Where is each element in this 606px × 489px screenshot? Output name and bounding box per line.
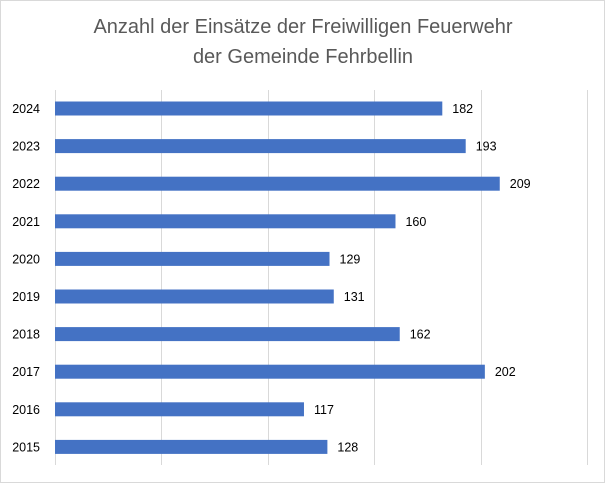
- chart-title-line-2: der Gemeinde Fehrbellin: [193, 46, 413, 68]
- tick-label-2018: 2018: [12, 328, 40, 342]
- tick-label-2022: 2022: [12, 177, 40, 191]
- data-label-2022: 209: [510, 177, 531, 191]
- bar-2018: [55, 327, 400, 342]
- data-label-2018: 162: [410, 328, 431, 342]
- tick-label-2016: 2016: [12, 403, 40, 417]
- data-label-2021: 160: [405, 215, 426, 229]
- chart-title-line-1: Anzahl der Einsätze der Freiwilligen Feu…: [93, 16, 512, 38]
- data-label-2023: 193: [476, 140, 497, 154]
- data-label-2016: 117: [314, 403, 334, 417]
- tick-label-2024: 2024: [12, 102, 40, 116]
- data-label-2019: 131: [344, 290, 365, 304]
- data-labels: 182 193 209 160 129 131 162 202 117 128: [314, 102, 531, 454]
- bar-2022: [55, 176, 500, 191]
- bar-2024: [55, 101, 443, 116]
- data-label-2015: 128: [337, 440, 358, 454]
- tick-label-2019: 2019: [12, 290, 40, 304]
- data-label-2020: 129: [340, 252, 361, 266]
- data-label-2024: 182: [452, 102, 473, 116]
- category-tick-labels: 2024 2023 2022 2021 2020 2019 2018 2017 2016 2015: [12, 102, 40, 454]
- bar-2015: [55, 439, 328, 454]
- tick-label-2021: 2021: [12, 215, 40, 229]
- bar-2017: [55, 364, 485, 379]
- bar-2021: [55, 214, 396, 229]
- bar-2019: [55, 289, 334, 304]
- tick-label-2015: 2015: [12, 440, 40, 454]
- data-label-2017: 202: [495, 365, 516, 379]
- tick-label-2020: 2020: [12, 252, 40, 266]
- bars: [55, 101, 500, 454]
- tick-label-2017: 2017: [12, 365, 40, 379]
- bar-2020: [55, 251, 330, 266]
- bar-2023: [55, 139, 466, 154]
- bar-2016: [55, 402, 304, 417]
- tick-label-2023: 2023: [12, 140, 40, 154]
